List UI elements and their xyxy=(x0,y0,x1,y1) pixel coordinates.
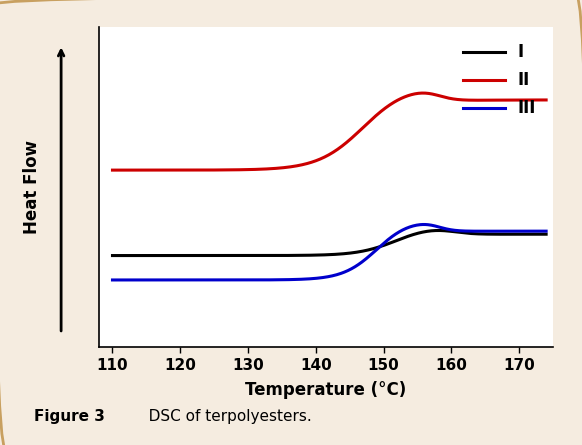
II xyxy=(318,156,325,162)
Line: I: I xyxy=(112,231,546,255)
III xyxy=(533,228,540,234)
Text: DSC of terpolyesters.: DSC of terpolyesters. xyxy=(134,409,311,424)
II xyxy=(367,118,374,123)
Legend: I, II, III: I, II, III xyxy=(455,35,545,125)
II xyxy=(343,139,350,145)
I xyxy=(533,231,540,237)
Line: II: II xyxy=(112,93,546,170)
Text: Figure 3: Figure 3 xyxy=(34,409,105,424)
III xyxy=(367,252,374,258)
II xyxy=(533,97,540,103)
Text: Heat Flow: Heat Flow xyxy=(23,140,41,234)
II xyxy=(419,90,426,96)
III xyxy=(109,277,116,283)
II xyxy=(465,97,472,103)
II xyxy=(542,97,549,103)
I xyxy=(435,228,442,233)
III xyxy=(315,275,322,281)
III xyxy=(465,228,472,234)
X-axis label: Temperature (°C): Temperature (°C) xyxy=(245,381,407,399)
I xyxy=(109,253,116,258)
III xyxy=(542,228,549,234)
I xyxy=(315,252,322,258)
I xyxy=(318,252,325,258)
I xyxy=(542,231,549,237)
III xyxy=(318,275,325,280)
III xyxy=(343,268,350,274)
I xyxy=(367,247,374,252)
I xyxy=(343,251,350,256)
Line: III: III xyxy=(112,224,546,280)
II xyxy=(109,167,116,173)
III xyxy=(420,222,427,227)
II xyxy=(315,157,322,162)
I xyxy=(465,231,472,236)
